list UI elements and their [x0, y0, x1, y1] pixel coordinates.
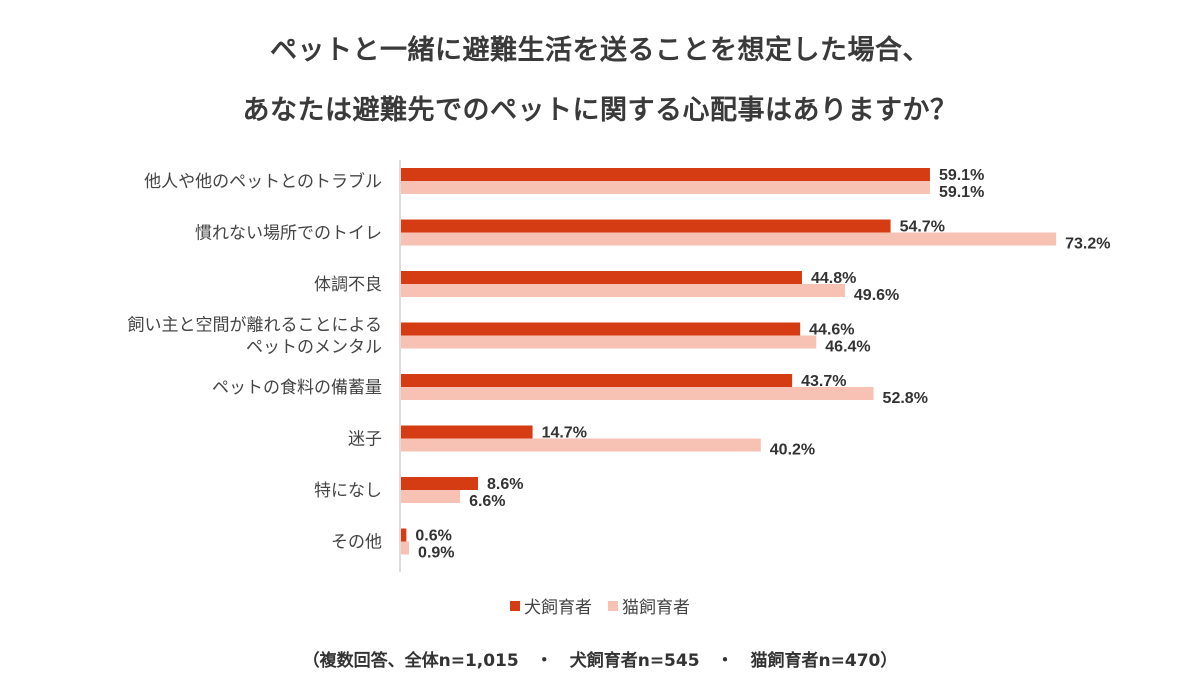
data-label-cat: 46.4%	[825, 339, 870, 356]
bar-dog	[401, 425, 533, 439]
bar-cat	[401, 181, 930, 194]
legend-label-cat: 猫飼育者	[622, 598, 690, 618]
category-label: 体調不良	[314, 275, 382, 295]
legend-swatch-dog	[510, 600, 520, 611]
bar-dog	[401, 168, 930, 181]
legend-swatch-cat	[608, 600, 618, 611]
bar-dog	[401, 271, 802, 284]
data-label-dog: 8.6%	[487, 476, 523, 493]
category-label: その他	[331, 533, 382, 553]
sample-size-note: （複数回答、全体n=1,015 ・ 犬飼育者n=545 ・ 猫飼育者n=470）	[302, 651, 898, 671]
data-label-dog: 0.6%	[415, 528, 451, 545]
bar-dog	[401, 219, 891, 233]
category-label: 慣れない場所でのトイレ	[195, 224, 382, 244]
data-label-cat: 59.1%	[939, 184, 984, 201]
bar-cat	[401, 335, 817, 349]
chart-title-line-2: あなたは避難先でのペットに関する心配事はありますか？	[242, 95, 958, 126]
bar-dog	[401, 322, 801, 336]
bar-cat	[401, 541, 410, 555]
category-label: 他人や他のペットとのトラブル	[144, 171, 382, 192]
data-label-cat: 40.2%	[770, 442, 815, 459]
bar-cat	[401, 232, 1057, 246]
data-label-dog: 43.7%	[801, 373, 846, 390]
legend-item-dog: 犬飼育者	[510, 593, 592, 618]
legend-label-dog: 犬飼育者	[524, 598, 592, 618]
data-label-dog: 44.6%	[809, 322, 854, 339]
category-label: ペットの食料の備蓄量	[212, 378, 382, 398]
bar-dog	[401, 528, 407, 542]
data-label-cat: 73.2%	[1065, 236, 1110, 253]
data-label-dog: 44.8%	[811, 270, 856, 287]
data-label-cat: 52.8%	[883, 390, 928, 407]
bar-cat	[401, 284, 845, 297]
bar-dog	[401, 374, 793, 387]
data-label-cat: 0.9%	[418, 545, 454, 562]
bar-chart: 他人や他のペットとのトラブル 59.1%59.1% 慣れない場所でのトイレ 54.7%…	[128, 160, 1111, 572]
category-label: 迷子	[348, 430, 382, 450]
chart-legend: 犬飼育者 猫飼育者	[0, 593, 1200, 618]
data-label-cat: 49.6%	[854, 287, 899, 304]
data-label-cat: 6.6%	[469, 493, 505, 510]
bar-cat	[401, 490, 461, 503]
category-label: ペットのメンタル	[246, 338, 382, 358]
category-label: 特になし	[314, 481, 382, 501]
data-label-dog: 54.7%	[900, 219, 945, 236]
chart-title-line-1: ペットと一緒に避難生活を送ることを想定した場合、	[270, 35, 930, 66]
category-label: 飼い主と空間が離れることによる	[128, 316, 383, 336]
bar-cat	[401, 438, 761, 452]
bar-dog	[401, 477, 478, 490]
legend-item-cat: 猫飼育者	[608, 593, 690, 618]
bar-cat	[401, 387, 874, 400]
data-label-dog: 14.7%	[542, 425, 587, 442]
data-label-dog: 59.1%	[939, 167, 984, 184]
